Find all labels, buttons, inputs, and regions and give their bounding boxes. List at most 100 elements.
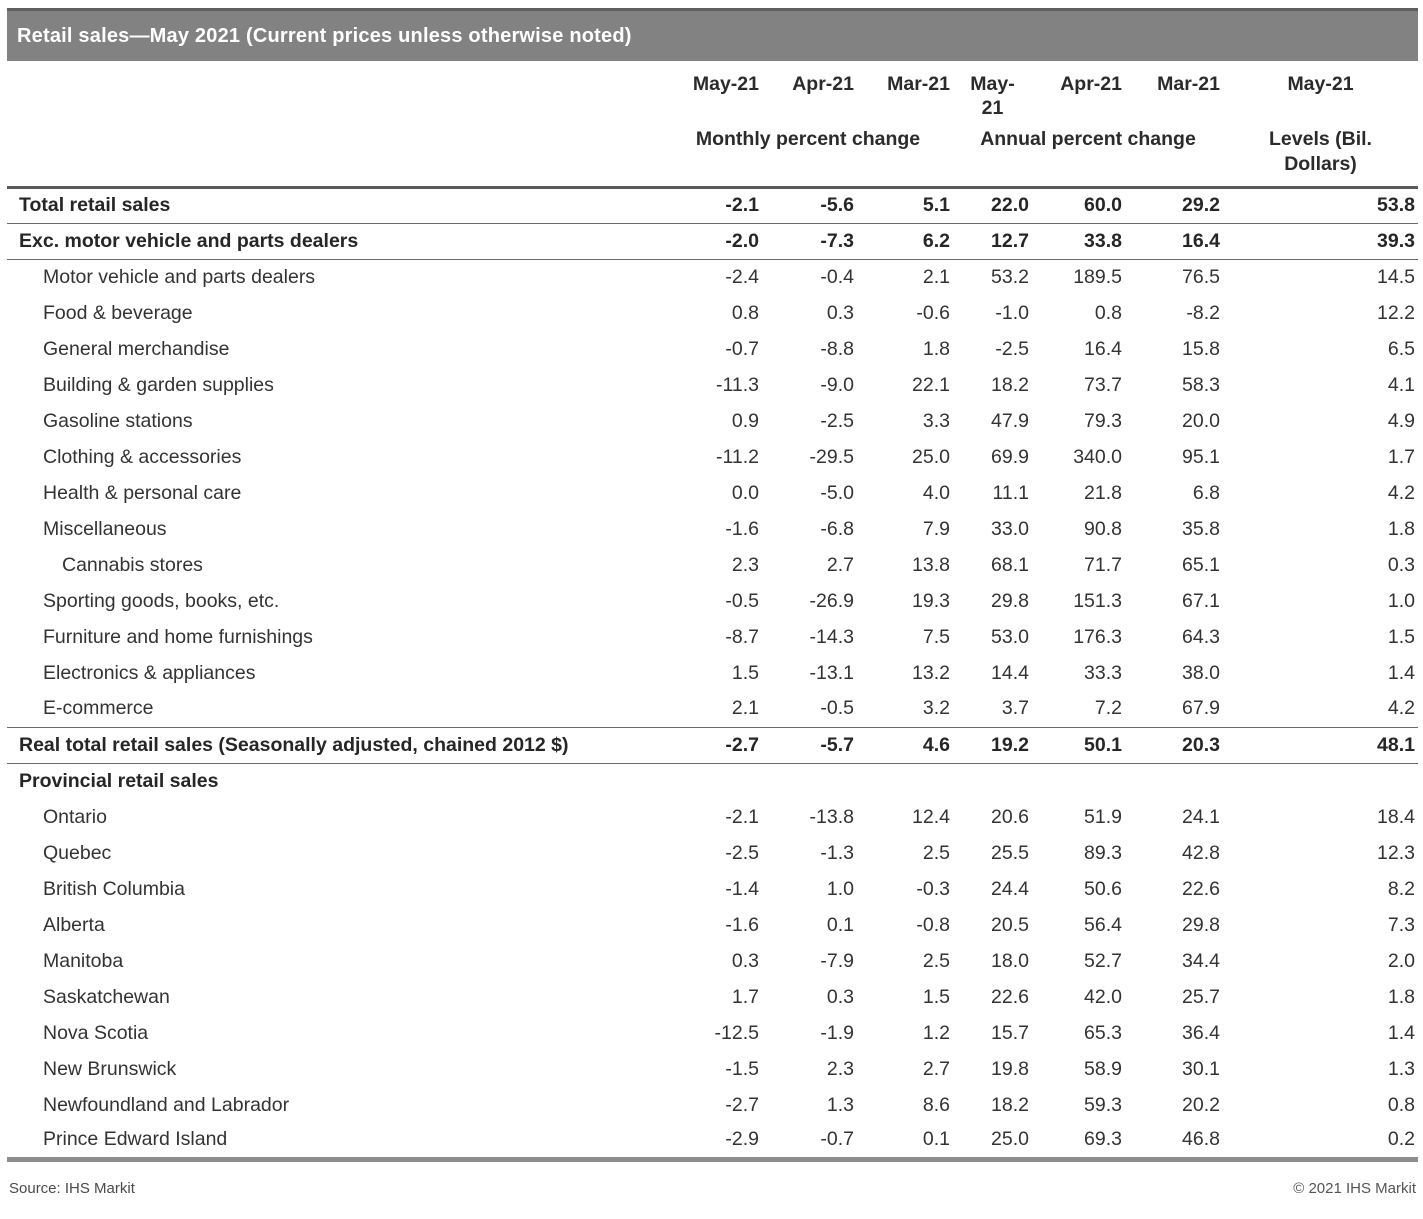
cell-value: -14.3	[809, 625, 854, 648]
cell-value: 48.1	[1223, 727, 1418, 764]
cell-value: -29.5	[809, 445, 854, 468]
cell-value: 8.2	[1387, 877, 1415, 900]
cell-value: -1.3	[820, 841, 854, 864]
cell-value: 29.8	[1182, 913, 1220, 936]
cell-value	[663, 763, 762, 799]
month-header-row: May-21 Apr-21 Mar-21 May- 21 Apr-21 Mar-21 May…	[7, 61, 1418, 127]
cell-value: 12.2	[1377, 301, 1415, 324]
row-label: Real total retail sales (Seasonally adju…	[7, 727, 663, 764]
cell-value: 47.9	[991, 409, 1029, 432]
cell-value: 20.3	[1125, 727, 1223, 764]
cell-value: 22.0	[953, 187, 1032, 224]
cell-value: 20.2	[1182, 1093, 1220, 1116]
table-row: E-commerce 2.1 -0.5 3.2 3.7 7.2 67.9 4.2	[7, 691, 1418, 728]
cell-value: 30.1	[1182, 1057, 1220, 1080]
cell-value: -13.1	[809, 661, 854, 684]
row-label: Sporting goods, books, etc.	[43, 589, 280, 612]
cell-value: -2.0	[663, 223, 762, 260]
cell-value: 73.7	[1084, 373, 1122, 396]
row-label: Quebec	[43, 841, 112, 864]
cell-value: 69.9	[991, 445, 1029, 468]
cell-value: -0.5	[725, 589, 759, 612]
cell-value: 1.3	[1387, 1057, 1415, 1080]
column-header-month-6: Mar-21	[1157, 73, 1220, 95]
table-row: Furniture and home furnishings -8.7 -14.3 7…	[7, 619, 1418, 655]
row-label: Exc. motor vehicle and parts dealers	[7, 223, 663, 260]
cell-value: 69.3	[1084, 1128, 1122, 1151]
cell-value: 13.2	[912, 661, 950, 684]
cell-value: 4.6	[857, 727, 953, 764]
table-row: Motor vehicle and parts dealers -2.4 -0.4 2…	[7, 259, 1418, 295]
cell-value	[1125, 763, 1223, 799]
cell-value	[1032, 763, 1125, 799]
cell-value: -2.7	[725, 1093, 759, 1116]
cell-value: -0.3	[916, 877, 950, 900]
cell-value: 1.7	[731, 985, 759, 1008]
cell-value: 0.0	[731, 481, 759, 504]
row-label: Ontario	[43, 805, 107, 828]
cell-value: 22.1	[912, 373, 950, 396]
row-label: Miscellaneous	[43, 517, 167, 540]
cell-value: 4.1	[1387, 373, 1415, 396]
table-row: Ontario -2.1 -13.8 12.4 20.6 51.9 24.1 18.4	[7, 799, 1418, 835]
cell-value: -1.4	[725, 877, 759, 900]
cell-value: -0.5	[762, 691, 857, 728]
table-row: Real total retail sales (Seasonally adju…	[7, 727, 1418, 764]
row-label: Newfoundland and Labrador	[43, 1093, 290, 1116]
cell-value: -9.0	[820, 373, 854, 396]
cell-value: 64.3	[1182, 625, 1220, 648]
cell-value: 0.3	[826, 985, 854, 1008]
table-row: Gasoline stations 0.9 -2.5 3.3 47.9 79.3 20.0 4…	[7, 403, 1418, 439]
report-title-bar: Retail sales—May 2021 (Current prices un…	[7, 8, 1418, 61]
table-row: Cannabis stores 2.3 2.7 13.8 68.1 71.7 65.1 0.3	[7, 547, 1418, 583]
cell-value: 1.4	[1387, 1021, 1415, 1044]
cell-value: 2.5	[922, 841, 950, 864]
row-label: Gasoline stations	[43, 409, 193, 432]
cell-value: 33.0	[991, 517, 1029, 540]
cell-value: 1.5	[1387, 625, 1415, 648]
cell-value: 22.6	[1182, 877, 1220, 900]
cell-value: 12.4	[912, 805, 950, 828]
cell-value: -1.6	[725, 913, 759, 936]
row-label: Manitoba	[43, 949, 124, 972]
table-row: Health & personal care 0.0 -5.0 4.0 11.1 21.8…	[7, 475, 1418, 511]
table-row: Quebec -2.5 -1.3 2.5 25.5 89.3 42.8 12.3	[7, 835, 1418, 871]
cell-value: 176.3	[1073, 625, 1122, 648]
row-label: Clothing & accessories	[43, 445, 242, 468]
cell-value: 0.8	[1387, 1093, 1415, 1116]
cell-value: 58.3	[1182, 373, 1220, 396]
cell-value: 12.7	[953, 223, 1032, 260]
col-group-monthly-pct-change: Monthly percent change	[663, 127, 953, 189]
column-header-month-4: May- 21	[970, 73, 1015, 120]
cell-value: -12.5	[714, 1021, 759, 1044]
cell-value: 19.2	[953, 727, 1032, 764]
cell-value: -2.4	[725, 265, 759, 288]
cell-value: 2.1	[663, 691, 762, 728]
cell-value: -2.1	[725, 805, 759, 828]
row-label: Electronics & appliances	[43, 661, 256, 684]
table-row: General merchandise -0.7 -8.8 1.8 -2.5 16.4 15…	[7, 331, 1418, 367]
column-header-month-5: Apr-21	[1060, 73, 1122, 95]
cell-value: 4.9	[1387, 409, 1415, 432]
cell-value: 1.5	[731, 661, 759, 684]
table-row: New Brunswick -1.5 2.3 2.7 19.8 58.9 30.1 1.3	[7, 1051, 1418, 1087]
table-row: Exc. motor vehicle and parts dealers -2.0…	[7, 223, 1418, 260]
cell-value: 53.2	[991, 265, 1029, 288]
cell-value: 25.5	[991, 841, 1029, 864]
cell-value: -8.7	[725, 625, 759, 648]
cell-value: 11.1	[992, 481, 1029, 504]
column-header-month-7: May-21	[1287, 73, 1354, 95]
cell-value: 35.8	[1182, 517, 1220, 540]
cell-value: 90.8	[1084, 517, 1122, 540]
cell-value: -1.9	[820, 1021, 854, 1044]
table-body: Total retail sales -2.1 -5.6 5.1 22.0 60.0 29.…	[7, 187, 1418, 1159]
cell-value: -13.8	[809, 805, 854, 828]
cell-value: 25.0	[912, 445, 950, 468]
source-note: Source: IHS Markit	[9, 1179, 135, 1197]
cell-value: -7.9	[820, 949, 854, 972]
cell-value: 0.8	[1094, 301, 1122, 324]
row-label: Building & garden supplies	[43, 373, 274, 396]
cell-value: 71.7	[1084, 553, 1122, 576]
cell-value: -8.2	[1186, 301, 1220, 324]
cell-value: 29.2	[1125, 187, 1223, 224]
